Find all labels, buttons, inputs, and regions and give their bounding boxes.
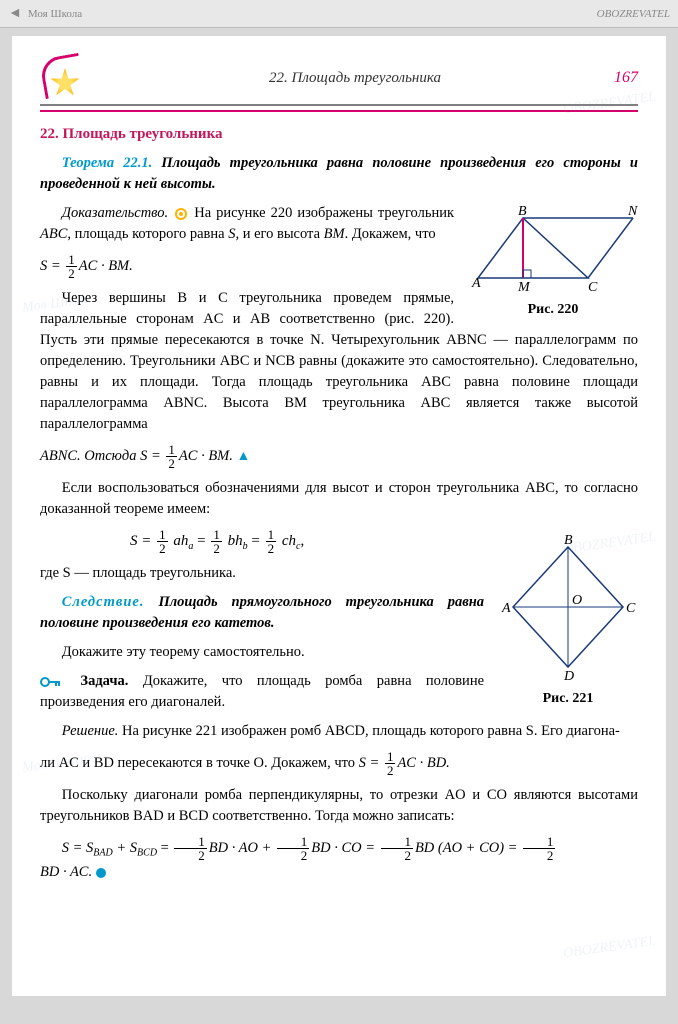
top-bar-brand: Моя Школа — [28, 8, 82, 20]
theorem-label: Теорема 22.1. — [62, 155, 153, 171]
page-number: 167 — [614, 69, 638, 87]
solution-p2: ли AC и BD пересекаются в точке O. Докаж… — [40, 750, 638, 777]
final-formula: S = SBAD + SBCD = 12BD · AO + 12BD · CO … — [40, 835, 638, 883]
solution-p3: Поскольку диагонали ромба перпендикулярн… — [40, 785, 638, 827]
section-title: 22. Площадь треугольника — [40, 126, 638, 143]
svg-text:D: D — [563, 669, 574, 682]
proof-label: Доказательство. — [62, 205, 168, 221]
textbook-page: OBOZREVATEL Моя Школа OBOZREVATEL Моя Шк… — [12, 36, 666, 996]
svg-text:M: M — [517, 280, 531, 293]
browser-top-bar: ◄ Моя Школа OBOZREVATEL — [0, 0, 678, 28]
solution-label: Решение. — [62, 723, 119, 739]
svg-text:B: B — [518, 204, 527, 219]
running-title: 22. Площадь треугольника — [96, 70, 614, 87]
svg-text:O: O — [572, 593, 582, 608]
theorem-paragraph: Теорема 22.1. Площадь треугольника равна… — [40, 153, 638, 195]
svg-text:N: N — [627, 204, 638, 219]
svg-text:A: A — [501, 601, 511, 616]
consequence-label: Следствие. — [62, 594, 145, 610]
qed-triangle-icon: ▲ — [237, 449, 251, 464]
solution-p1: Решение. На рисунке 221 изображен ромб A… — [40, 721, 638, 742]
svg-text:C: C — [626, 601, 636, 616]
svg-text:A: A — [471, 276, 481, 291]
figure-221: A B C D O Рис. 221 — [498, 532, 638, 707]
triangle-parallelogram-diagram: A B C M N — [468, 203, 638, 293]
watermark: OBOZREVATEL — [562, 934, 657, 963]
top-bar-right: OBOZREVATEL — [597, 8, 670, 20]
target-icon — [175, 208, 187, 220]
proof-p3: ABNC. Отсюда S = 12AC · BM. ▲ — [40, 443, 638, 470]
book-logo — [40, 54, 88, 102]
corollary-intro: Если воспользоваться обозначениями для в… — [40, 478, 638, 520]
figure-220-caption: Рис. 220 — [468, 302, 638, 318]
qed-circle-icon — [96, 868, 106, 878]
svg-text:B: B — [564, 533, 573, 548]
figure-221-caption: Рис. 221 — [498, 691, 638, 707]
rhombus-diagram: A B C D O — [498, 532, 638, 682]
page-header: 22. Площадь треугольника 167 — [40, 54, 638, 106]
header-underline — [40, 110, 638, 112]
key-icon — [40, 675, 62, 689]
top-bar-left: ◄ Моя Школа — [8, 6, 597, 22]
problem-label: Задача. — [80, 673, 128, 689]
svg-text:C: C — [588, 280, 598, 293]
figure-220: A B C M N Рис. 220 — [468, 203, 638, 318]
nav-back-icon[interactable]: ◄ — [8, 6, 22, 22]
